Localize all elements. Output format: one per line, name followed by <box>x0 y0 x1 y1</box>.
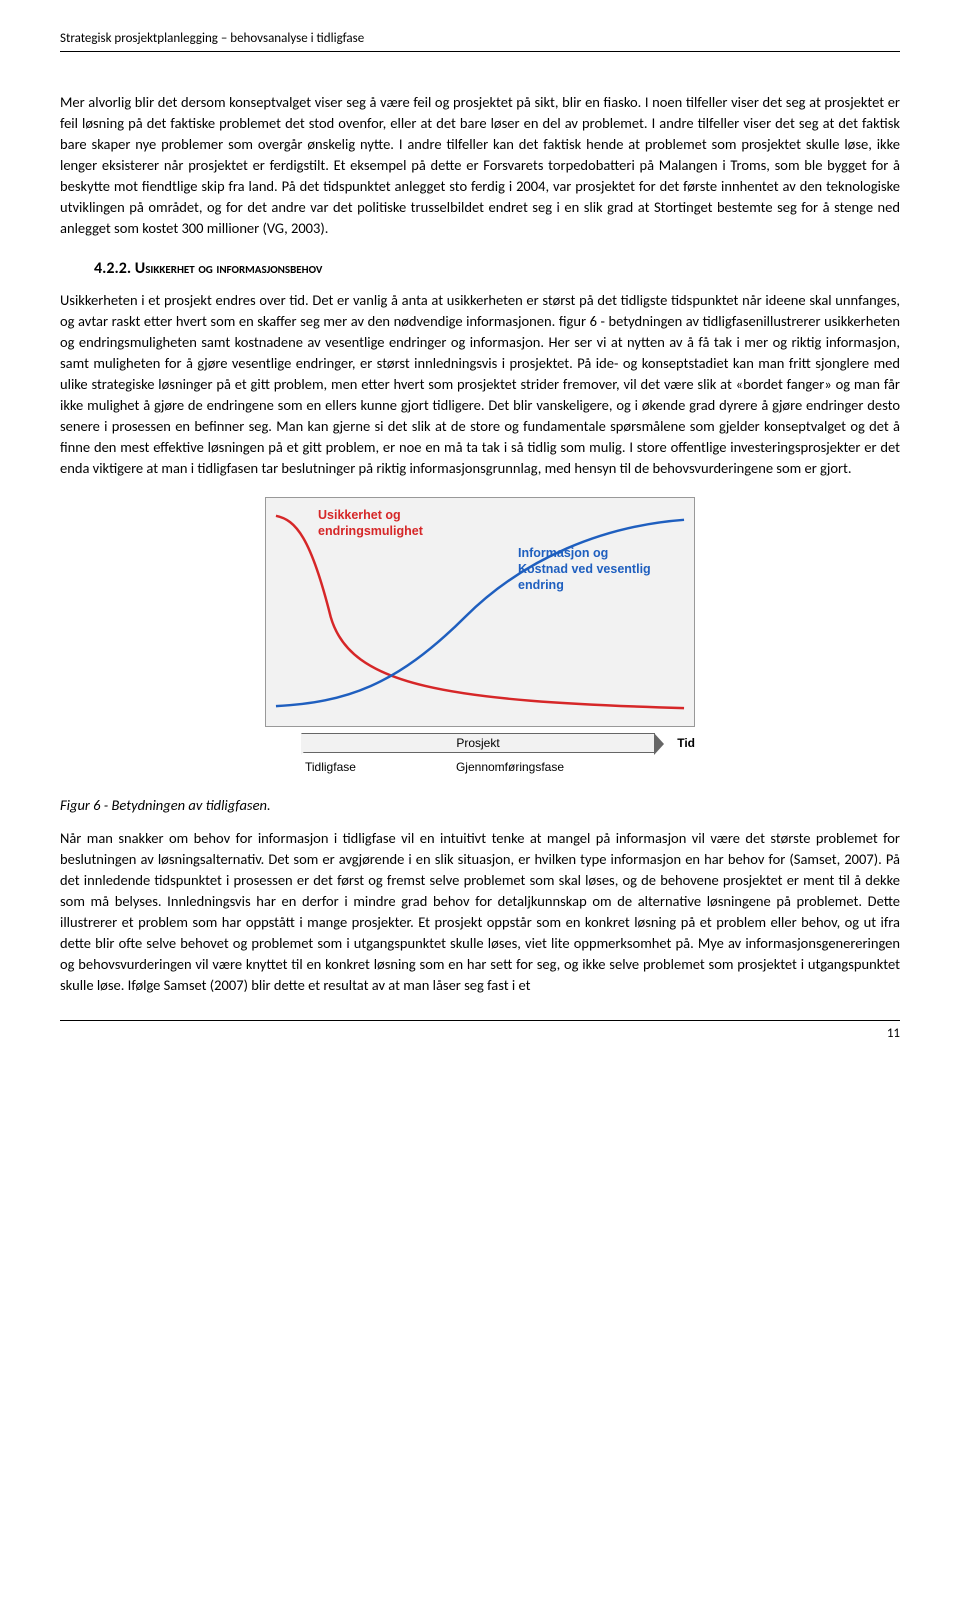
phase-label-early: Tidligfase <box>265 759 385 776</box>
section-title: Usikkerhet og informasjonsbehov <box>135 259 323 278</box>
uncertainty-curve <box>276 516 684 708</box>
chart-plot-area: Usikkerhet og endringsmulighet Informasj… <box>265 497 695 727</box>
page-header: Strategisk prosjektplanlegging – behovsa… <box>60 30 900 49</box>
information-label: Informasjon og Kostnad ved vesentlig end… <box>518 546 694 593</box>
section-heading: 4.2.2. Usikkerhet og informasjonsbehov <box>94 257 900 280</box>
header-divider <box>60 51 900 52</box>
uncertainty-label: Usikkerhet og endringsmulighet <box>318 508 423 539</box>
figure-6: Usikkerhet og endringsmulighet Informasj… <box>60 497 900 777</box>
phase-banner: Prosjekt <box>301 733 655 753</box>
section-number: 4.2.2. <box>94 259 131 278</box>
phase-label-execution: Gjennomføringsfase <box>385 759 635 776</box>
figure-caption: Figur 6 - Betydningen av tidligfasen. <box>60 795 900 816</box>
phase-banner-row: Prosjekt Tid <box>265 733 695 753</box>
phase-labels-row: Tidligfase Gjennomføringsfase <box>265 759 695 776</box>
paragraph-1: Mer alvorlig blir det dersom konseptvalg… <box>60 92 900 239</box>
footer-divider <box>60 1020 900 1021</box>
page-number: 11 <box>60 1025 900 1044</box>
paragraph-3: Når man snakker om behov for informasjon… <box>60 828 900 996</box>
chart-container: Usikkerhet og endringsmulighet Informasj… <box>265 497 695 776</box>
paragraph-2: Usikkerheten i et prosjekt endres over t… <box>60 290 900 479</box>
